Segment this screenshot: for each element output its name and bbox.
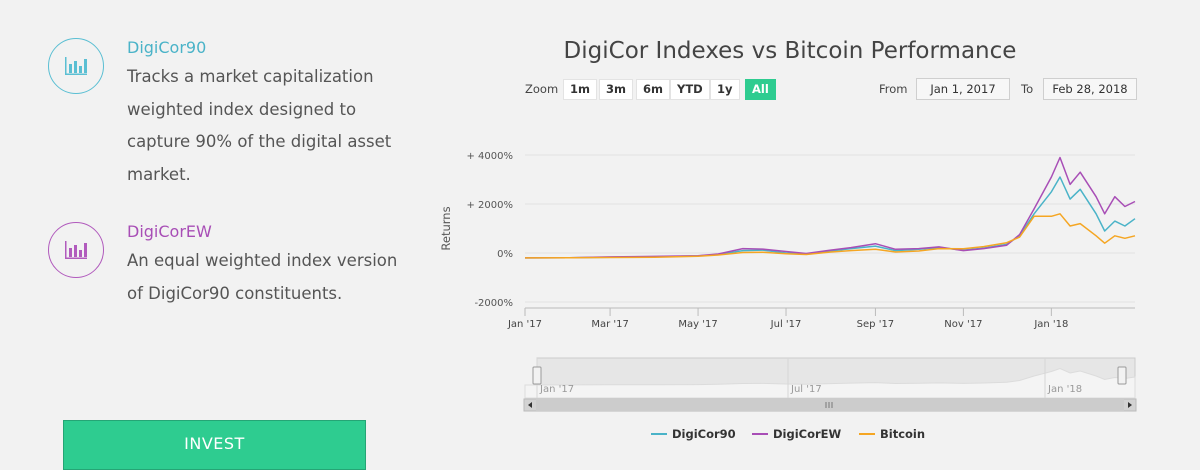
scrollbar-thumb [536,399,1124,411]
scroll-right-arrow-icon [1128,402,1132,408]
circle-badge [48,222,104,278]
zoom-button-6m[interactable]: 6m [636,79,670,100]
invest-button[interactable]: INVEST [63,420,366,470]
navigator-series [524,367,1136,399]
zoom-button-1y[interactable]: 1y [710,79,740,100]
x-tick-label: May '17 [678,319,717,330]
y-axis-label: Returns [440,206,453,250]
x-tick-label: Jul '17 [770,319,802,330]
bar-chart-icon [65,241,87,259]
features-panel: DigiCor90 Tracks a market capitalization… [0,0,430,470]
from-date-input[interactable]: Jan 1, 2017 [916,78,1010,100]
x-tick-label: Jan '18 [1033,319,1068,330]
feature-title: DigiCor90 [127,38,207,57]
navigator-tick-label: Jan '18 [1047,384,1082,395]
legend-swatch [752,432,768,435]
y-tick-label: 0% [497,249,513,260]
circle-badge [48,38,104,94]
navigator-tick-label: Jan '17 [539,384,574,395]
zoom-button-1m[interactable]: 1m [563,79,597,100]
chart-title: DigiCor Indexes vs Bitcoin Performance [563,38,1017,64]
from-label: From [879,82,908,96]
feature-title: DigiCorEW [127,222,212,241]
legend-item-digicor90[interactable]: DigiCor90 [651,427,736,441]
series-line-digicor90 [524,176,1136,259]
zoom-label: Zoom [525,82,559,96]
legend-item-bitcoin[interactable]: Bitcoin [859,427,925,441]
navigator-handle-left [532,366,542,385]
feature-description: An equal weighted index version of DigiC… [127,251,398,303]
x-tick-label: Jan '17 [507,319,542,330]
navigator-tick-label: Jul '17 [790,384,822,395]
to-label: To [1021,82,1034,96]
legend-swatch [651,432,667,435]
zoom-button-3m[interactable]: 3m [599,79,633,100]
legend-swatch [859,432,875,435]
y-tick-label: + 2000% [466,200,513,211]
to-date-input[interactable]: Feb 28, 2018 [1043,78,1137,100]
y-tick-label: -2000% [474,298,513,309]
x-tick-label: Sep '17 [857,319,895,330]
zoom-button-ytd[interactable]: YTD [670,79,710,100]
bar-chart-icon [65,57,87,75]
zoom-button-all[interactable]: All [745,79,776,100]
feature-description: Tracks a market capitalization weighted … [127,67,392,184]
performance-chart: -2000% 0% + 2000% + 4000% Returns Jan '17 Mar … [440,151,1137,412]
series-line-bitcoin [524,213,1136,259]
x-tick-label: Mar '17 [591,319,629,330]
series-line-digicorew [524,156,1136,259]
scroll-left-arrow-icon [528,402,532,408]
y-tick-label: + 4000% [466,151,513,162]
x-tick-label: Nov '17 [944,319,982,330]
navigator-handle-right [1117,366,1127,385]
legend-item-digicorew[interactable]: DigiCorEW [752,427,841,441]
